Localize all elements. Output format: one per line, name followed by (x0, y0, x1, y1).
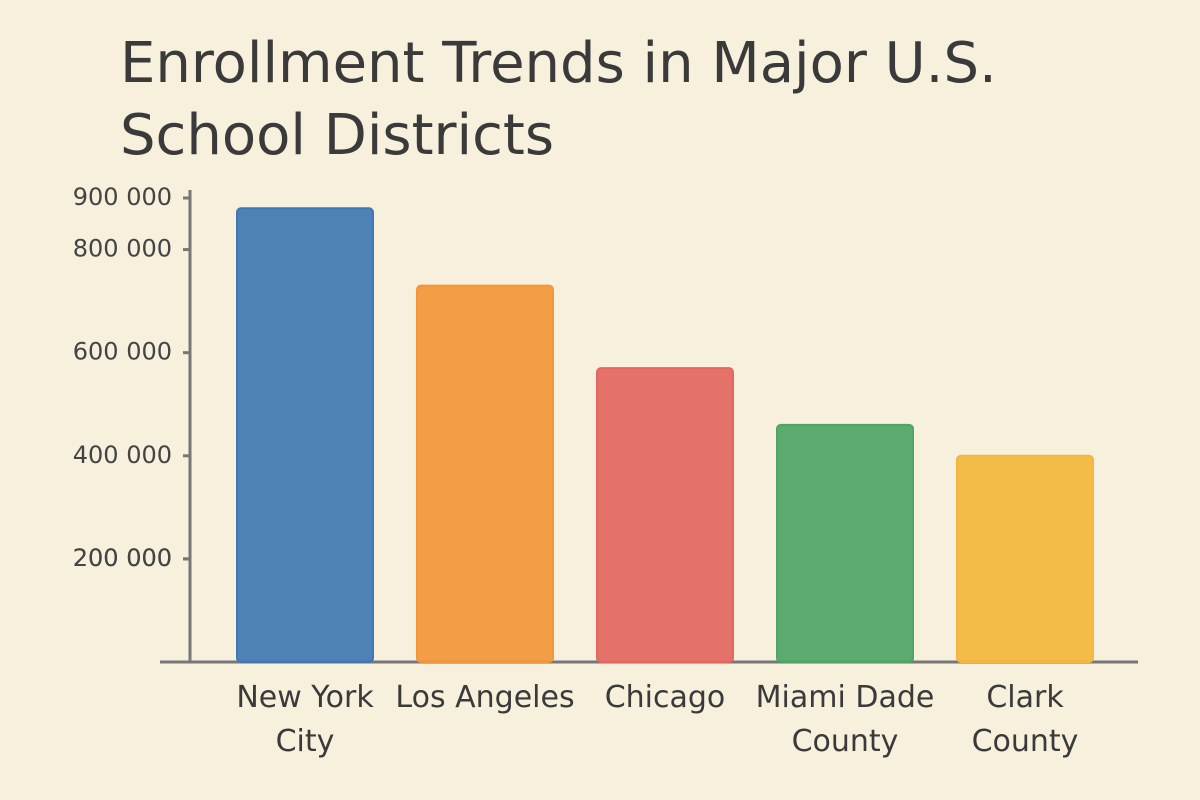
bar (956, 454, 1094, 663)
y-tick-label: 400 000 (73, 441, 172, 469)
y-tick-label: 800 000 (73, 235, 172, 263)
bar (596, 367, 734, 663)
x-tick-label: Miami Dade County (755, 680, 935, 759)
bar (416, 284, 554, 663)
bar (776, 423, 914, 663)
y-tick-label: 200 000 (73, 544, 172, 572)
chart-title: Enrollment Trends in Major U.S. School D… (120, 31, 997, 168)
x-tick-label: Clark County (971, 680, 1079, 759)
y-tick-label: 200 000 (73, 544, 172, 572)
x-tick-label: Los Angeles (395, 680, 575, 715)
x-tick-label: Chicago (604, 680, 726, 715)
y-tick-label: 600 000 (73, 338, 172, 366)
y-tick-label: 900 000 (73, 183, 172, 211)
bar (236, 207, 374, 664)
x-tick-label: New York City (236, 680, 374, 759)
